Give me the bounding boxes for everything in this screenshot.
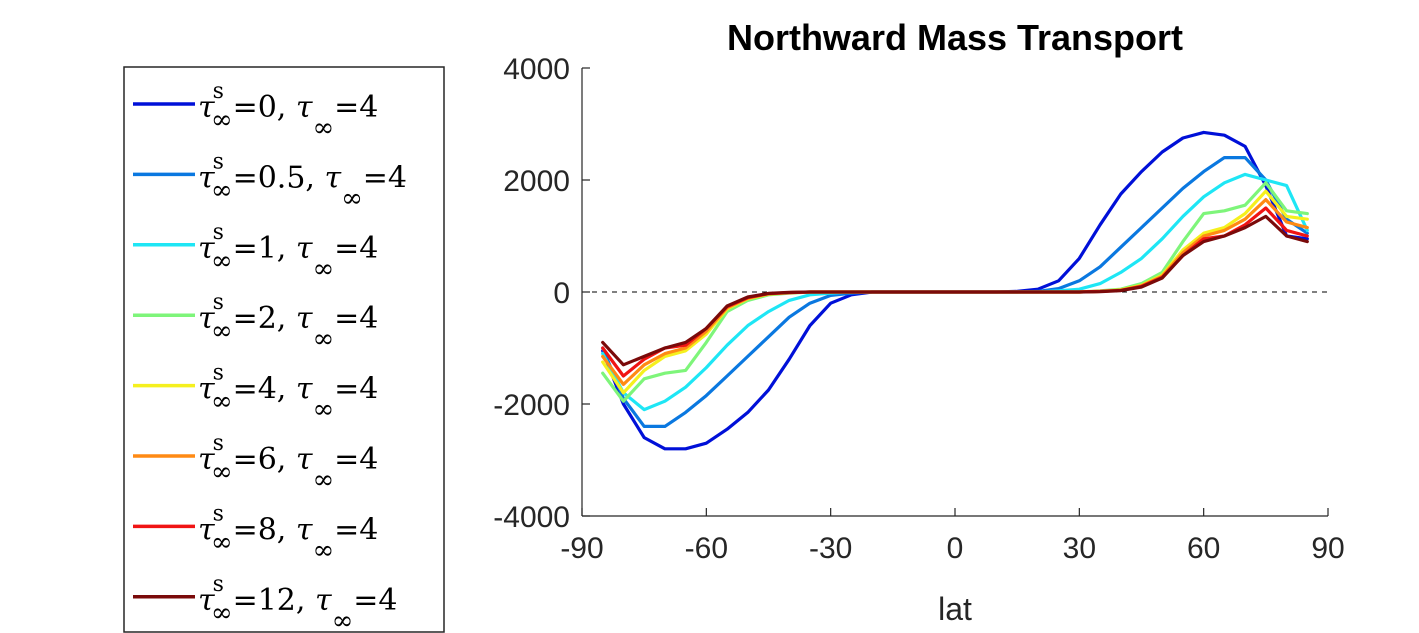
legend-item-1: τs ∞=0, τ∞=4 bbox=[133, 79, 378, 143]
x-tick-label: 0 bbox=[947, 532, 964, 565]
legend-label: τs ∞=12, τ∞=4 bbox=[198, 572, 397, 633]
y-tick-label: 2000 bbox=[503, 165, 570, 198]
x-tick-label: -90 bbox=[560, 532, 603, 565]
chart-title: Northward Mass Transport bbox=[727, 17, 1183, 58]
y-tick-label: -4000 bbox=[493, 501, 570, 534]
legend-label: τs ∞=1, τ∞=4 bbox=[198, 220, 378, 284]
x-tick-label: 60 bbox=[1187, 532, 1220, 565]
series-lines bbox=[601, 130, 1309, 451]
legend-label: τs ∞=8, τ∞=4 bbox=[198, 501, 378, 565]
plot-area: -90 -60 -30 0 30 60 90 4000 2000 0 -2000 -4000 bbox=[493, 53, 1344, 565]
y-tick-label: -2000 bbox=[493, 389, 570, 422]
legend-label: τs ∞=0, τ∞=4 bbox=[198, 79, 378, 143]
x-tick-label: 90 bbox=[1311, 532, 1344, 565]
legend-label: τs ∞=2, τ∞=4 bbox=[198, 290, 378, 354]
legend-item-7: τs ∞=8, τ∞=4 bbox=[133, 501, 378, 565]
legend-item-5: τs ∞=4, τ∞=4 bbox=[133, 361, 378, 425]
y-tick-label: 4000 bbox=[503, 53, 570, 86]
y-tick-label: 0 bbox=[553, 277, 570, 310]
legend-item-2: τs ∞=0.5, τ∞=4 bbox=[133, 149, 407, 213]
legend-item-4: τs ∞=2, τ∞=4 bbox=[133, 290, 378, 354]
legend-item-3: τs ∞=1, τ∞=4 bbox=[133, 220, 378, 284]
legend-label: τs ∞=0.5, τ∞=4 bbox=[198, 149, 407, 213]
legend-item-8: τs ∞=12, τ∞=4 bbox=[133, 572, 397, 633]
x-tick-label: 30 bbox=[1063, 532, 1096, 565]
series-line-8 bbox=[601, 214, 1309, 367]
axes: -90 -60 -30 0 30 60 90 4000 2000 0 -2000 -4000 bbox=[493, 53, 1344, 565]
x-tick-label: -30 bbox=[809, 532, 852, 565]
legend: τs ∞=0, τ∞=4τs ∞=0.5, τ∞=4 τs ∞=1, τ∞=4τs ∞=2… bbox=[133, 79, 407, 633]
x-axis-title: lat bbox=[938, 591, 972, 627]
legend-box bbox=[123, 66, 445, 633]
x-tick-label: -60 bbox=[685, 532, 728, 565]
legend-label: τs ∞=4, τ∞=4 bbox=[198, 361, 378, 425]
legend-label: τs ∞=6, τ∞=4 bbox=[198, 431, 378, 495]
legend-item-6: τs ∞=6, τ∞=4 bbox=[133, 431, 378, 495]
